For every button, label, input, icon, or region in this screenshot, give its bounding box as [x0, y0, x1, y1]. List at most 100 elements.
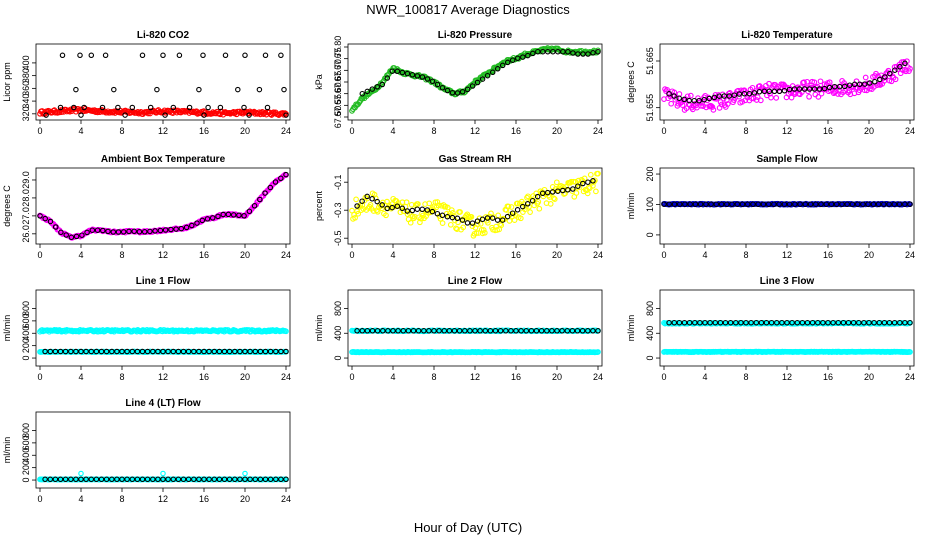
data-point	[481, 229, 488, 236]
data-point	[866, 319, 872, 326]
panel-ambient-box-temperature: Ambient Box Temperature 0 4 8 12 16 20 24 26.027…	[2, 154, 291, 260]
x-tick-label: 0	[37, 372, 42, 382]
data-point	[444, 204, 451, 211]
data-point	[94, 227, 101, 233]
series-1	[661, 201, 913, 207]
data-point	[711, 94, 718, 101]
data-point	[390, 328, 396, 334]
data-point	[79, 232, 85, 238]
data-point	[89, 227, 96, 233]
data-point	[83, 348, 89, 355]
data-point	[389, 68, 396, 74]
x-tick-label: 0	[37, 250, 42, 260]
data-point	[505, 203, 512, 210]
data-point	[736, 91, 743, 97]
data-point	[844, 201, 850, 207]
data-point	[221, 476, 228, 483]
data-point	[464, 220, 471, 226]
data-point	[403, 199, 410, 206]
x-tick-label: 24	[593, 250, 603, 260]
y-tick-label: -0.5	[333, 230, 343, 246]
plot-area	[661, 58, 913, 113]
data-point	[661, 201, 667, 207]
data-point	[765, 201, 772, 207]
plot-area	[37, 171, 289, 241]
data-point	[813, 201, 819, 207]
series-1	[661, 348, 913, 355]
data-point	[821, 85, 828, 92]
y-tick-label: 26.0	[21, 225, 31, 243]
data-point	[451, 328, 458, 334]
data-point	[52, 348, 59, 355]
y-tick-label: 800	[21, 301, 31, 316]
series-0	[349, 45, 601, 114]
data-point	[794, 319, 801, 326]
data-point	[718, 201, 725, 207]
data-point	[786, 201, 793, 207]
x-tick-label: 4	[702, 250, 707, 260]
x-tick-label: 8	[431, 372, 436, 382]
data-point	[73, 86, 79, 93]
data-point	[421, 328, 427, 334]
data-point	[564, 328, 571, 334]
data-point	[479, 216, 486, 223]
data-point	[897, 319, 903, 326]
data-point	[278, 52, 284, 59]
series-1	[43, 52, 289, 118]
data-point	[150, 348, 156, 355]
data-point	[205, 104, 211, 111]
data-point	[771, 88, 778, 95]
data-point	[354, 203, 360, 209]
data-point	[585, 51, 591, 57]
y-axis-label: degrees C	[2, 185, 12, 227]
data-point	[784, 319, 790, 326]
data-point	[676, 95, 682, 101]
data-point	[520, 54, 526, 60]
data-point	[722, 319, 729, 326]
series-1	[359, 48, 601, 97]
x-tick-label: 0	[349, 250, 354, 260]
data-point	[861, 87, 868, 94]
data-point	[379, 81, 386, 88]
data-point	[424, 207, 431, 213]
data-point	[555, 188, 561, 194]
data-point	[506, 218, 513, 224]
data-point	[902, 201, 908, 207]
data-point	[797, 201, 803, 207]
y-tick-label: 400	[333, 326, 343, 341]
x-tick-label: 8	[743, 372, 748, 382]
data-point	[886, 201, 892, 207]
data-point	[144, 348, 151, 355]
panel-title: Line 2 Flow	[448, 276, 503, 287]
data-point	[706, 95, 713, 102]
panel-title: Line 1 Flow	[136, 276, 191, 287]
data-point	[196, 86, 202, 93]
data-point	[897, 64, 903, 70]
data-point	[881, 319, 888, 326]
data-point	[43, 112, 49, 118]
data-point	[891, 319, 898, 326]
data-point	[806, 86, 813, 92]
data-point	[554, 328, 560, 334]
data-point	[741, 90, 748, 97]
data-point	[498, 222, 505, 229]
data-point	[871, 319, 877, 326]
data-point	[420, 212, 426, 219]
data-point	[409, 72, 416, 78]
data-point	[426, 200, 433, 207]
y-tick-label: 360	[21, 81, 31, 96]
x-tick-label: 24	[905, 372, 915, 382]
data-point	[364, 88, 371, 95]
y-tick-label: 51.655	[645, 94, 655, 122]
data-point	[215, 213, 221, 220]
data-point	[472, 328, 478, 334]
data-point	[454, 90, 461, 96]
data-point	[436, 328, 442, 334]
data-point	[861, 319, 867, 326]
data-point	[126, 228, 132, 235]
data-point	[553, 179, 560, 186]
data-point	[115, 229, 122, 235]
data-point	[691, 97, 697, 104]
